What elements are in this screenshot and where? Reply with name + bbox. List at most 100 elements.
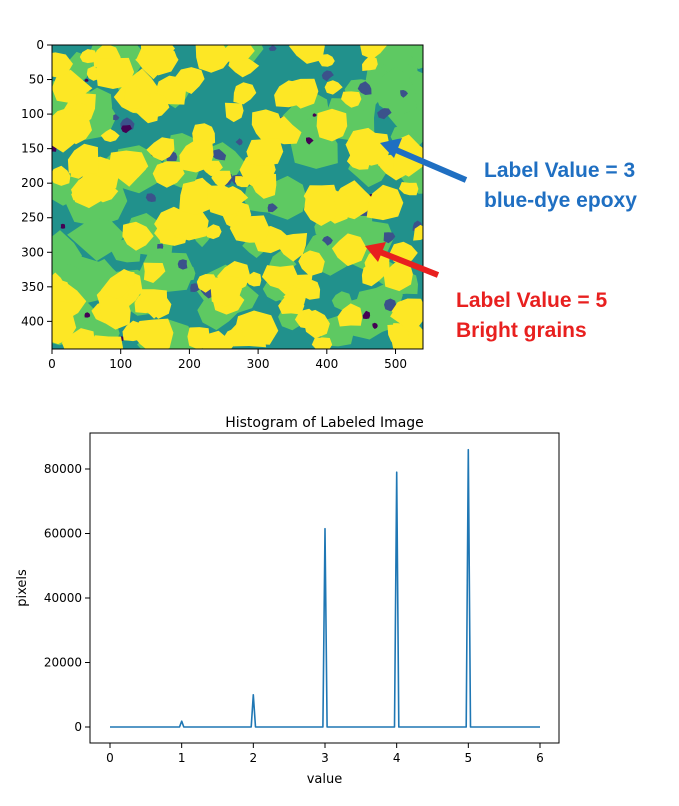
bright-grains-annotation: Label Value = 5 Bright grains: [456, 286, 607, 346]
red-arrow-head: [365, 242, 386, 262]
histogram-x-tick-label: 5: [465, 751, 473, 765]
bright-grain: [311, 337, 333, 349]
epoxy-region: [357, 81, 372, 95]
bright-grain: [159, 229, 176, 244]
bright-grain: [361, 262, 386, 287]
bright-grain: [235, 176, 251, 188]
image-frame: [51, 44, 424, 350]
bright-grain: [345, 127, 386, 166]
bright-grain: [324, 80, 343, 95]
bright-grain: [207, 185, 243, 217]
red-arrow-shaft: [378, 249, 440, 278]
bright-grain: [52, 307, 77, 345]
green-region: [373, 66, 417, 117]
image-x-tick-label: 500: [384, 357, 407, 371]
bright-grain: [179, 180, 212, 215]
bright-grain: [52, 279, 73, 303]
epoxy-region: [177, 259, 188, 270]
histogram-x-tick-label: 2: [250, 751, 258, 765]
bright-grain: [200, 330, 234, 349]
bright-grain: [173, 67, 205, 94]
dark-region: [84, 78, 89, 82]
bright-grain: [246, 138, 284, 166]
bright-grain: [413, 224, 423, 241]
epoxy-region: [384, 298, 397, 312]
bright-grain: [124, 86, 152, 109]
bright-grain: [71, 172, 108, 209]
green-region: [52, 263, 84, 295]
bright-grain: [152, 161, 185, 188]
bright-grain: [261, 265, 299, 289]
green-region: [401, 45, 423, 58]
bright-grain: [229, 215, 270, 243]
histogram-y-axis-label: pixels: [15, 569, 30, 607]
image-y-tick-label: 50: [29, 73, 44, 87]
histogram-x-tick-label: 0: [106, 751, 114, 765]
image-y-tick-label: 250: [21, 211, 44, 225]
bright-grain: [234, 310, 279, 345]
bright-grain: [274, 80, 302, 108]
bright-grain: [52, 165, 71, 186]
bright-grain: [130, 318, 174, 349]
bright-grain: [398, 182, 419, 196]
green-region: [331, 291, 352, 311]
image-x-tick-label: 400: [315, 357, 338, 371]
bright-grain: [61, 328, 96, 349]
image-y-tick-label: 150: [21, 142, 44, 156]
histogram-x-axis-label: value: [307, 772, 343, 787]
bright-grain: [88, 335, 123, 349]
dark-region: [306, 137, 314, 145]
bright-grain: [60, 114, 92, 145]
dark-region: [312, 113, 317, 117]
image-x-tick-label: 0: [48, 357, 56, 371]
bright-grain: [136, 47, 172, 80]
red-annotation-line2: Bright grains: [456, 319, 587, 342]
bright-grain: [100, 293, 131, 330]
bright-grain: [233, 82, 257, 105]
histogram-title: Histogram of Labeled Image: [225, 415, 424, 431]
epoxy-region: [383, 232, 396, 244]
annotation-arrows: [365, 138, 468, 278]
bright-grain: [139, 289, 168, 319]
histogram-y-tick-label: 60000: [44, 527, 82, 541]
bright-grain: [195, 45, 232, 73]
image-x-tick-label: 100: [109, 357, 132, 371]
bright-grain: [298, 250, 325, 277]
histogram-series-line: [110, 448, 540, 728]
epoxy-region: [235, 138, 243, 146]
bright-grain: [179, 139, 214, 173]
bright-grain: [109, 150, 149, 181]
epoxy-region: [322, 235, 333, 246]
bright-grain: [196, 274, 218, 293]
image-x-tick-label: 300: [247, 357, 270, 371]
blue-annotation-line1: Label Value = 3: [484, 159, 636, 182]
bright-grain: [100, 128, 120, 142]
bright-grain: [303, 309, 330, 339]
blue-arrow-head: [380, 138, 402, 158]
bright-grain: [204, 224, 222, 240]
bright-grain: [267, 116, 302, 145]
epoxy-region: [268, 45, 277, 51]
epoxy-region: [267, 203, 278, 213]
dark-region: [362, 310, 371, 319]
bright-grain: [79, 49, 98, 64]
bright-grain: [251, 172, 277, 199]
bright-grain: [52, 52, 73, 78]
bright-grain: [136, 100, 159, 124]
epoxy-region: [113, 114, 120, 121]
bright-grain: [337, 303, 363, 327]
green-region: [67, 218, 126, 261]
histogram-x-tick-label: 1: [178, 751, 186, 765]
bright-grain: [122, 221, 154, 251]
dark-region: [121, 125, 132, 134]
histogram-x-tick-label: 6: [536, 751, 544, 765]
blue-arrow-shaft: [394, 147, 468, 183]
bright-grain: [316, 108, 348, 142]
bright-grain: [277, 233, 308, 262]
epoxy-region: [145, 193, 156, 202]
green-region: [350, 295, 394, 340]
epoxy-region: [157, 243, 164, 249]
bright-grain: [67, 143, 99, 175]
